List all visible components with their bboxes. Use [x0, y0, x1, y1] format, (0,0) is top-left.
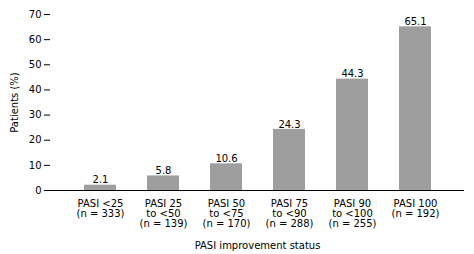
svg-text:50: 50 [29, 59, 42, 70]
svg-text:PASI 50to <75(n = 170): PASI 50to <75(n = 170) [203, 198, 251, 229]
svg-text:10.6: 10.6 [215, 153, 237, 164]
svg-text:65.1: 65.1 [404, 16, 426, 27]
svg-text:70: 70 [29, 9, 42, 20]
svg-text:PASI 100(n = 192): PASI 100(n = 192) [392, 198, 440, 219]
svg-text:PASI 25to <50(n = 139): PASI 25to <50(n = 139) [140, 198, 188, 229]
svg-text:PASI improvement status: PASI improvement status [195, 240, 321, 251]
svg-text:40: 40 [29, 84, 42, 95]
svg-text:24.3: 24.3 [278, 119, 300, 130]
svg-text:0: 0 [35, 185, 41, 196]
svg-text:2.1: 2.1 [93, 174, 109, 185]
svg-text:Patients (%): Patients (%) [9, 72, 20, 133]
svg-text:PASI 90to <100(n = 255): PASI 90to <100(n = 255) [329, 198, 377, 229]
svg-text:60: 60 [29, 34, 42, 45]
svg-text:5.8: 5.8 [156, 165, 172, 176]
svg-text:PASI <25(n = 333): PASI <25(n = 333) [77, 198, 125, 219]
svg-text:44.3: 44.3 [341, 68, 363, 79]
svg-text:20: 20 [29, 134, 42, 145]
svg-text:30: 30 [29, 109, 42, 120]
svg-text:PASI 75to <90(n = 288): PASI 75to <90(n = 288) [266, 198, 314, 229]
svg-text:10: 10 [29, 160, 42, 171]
